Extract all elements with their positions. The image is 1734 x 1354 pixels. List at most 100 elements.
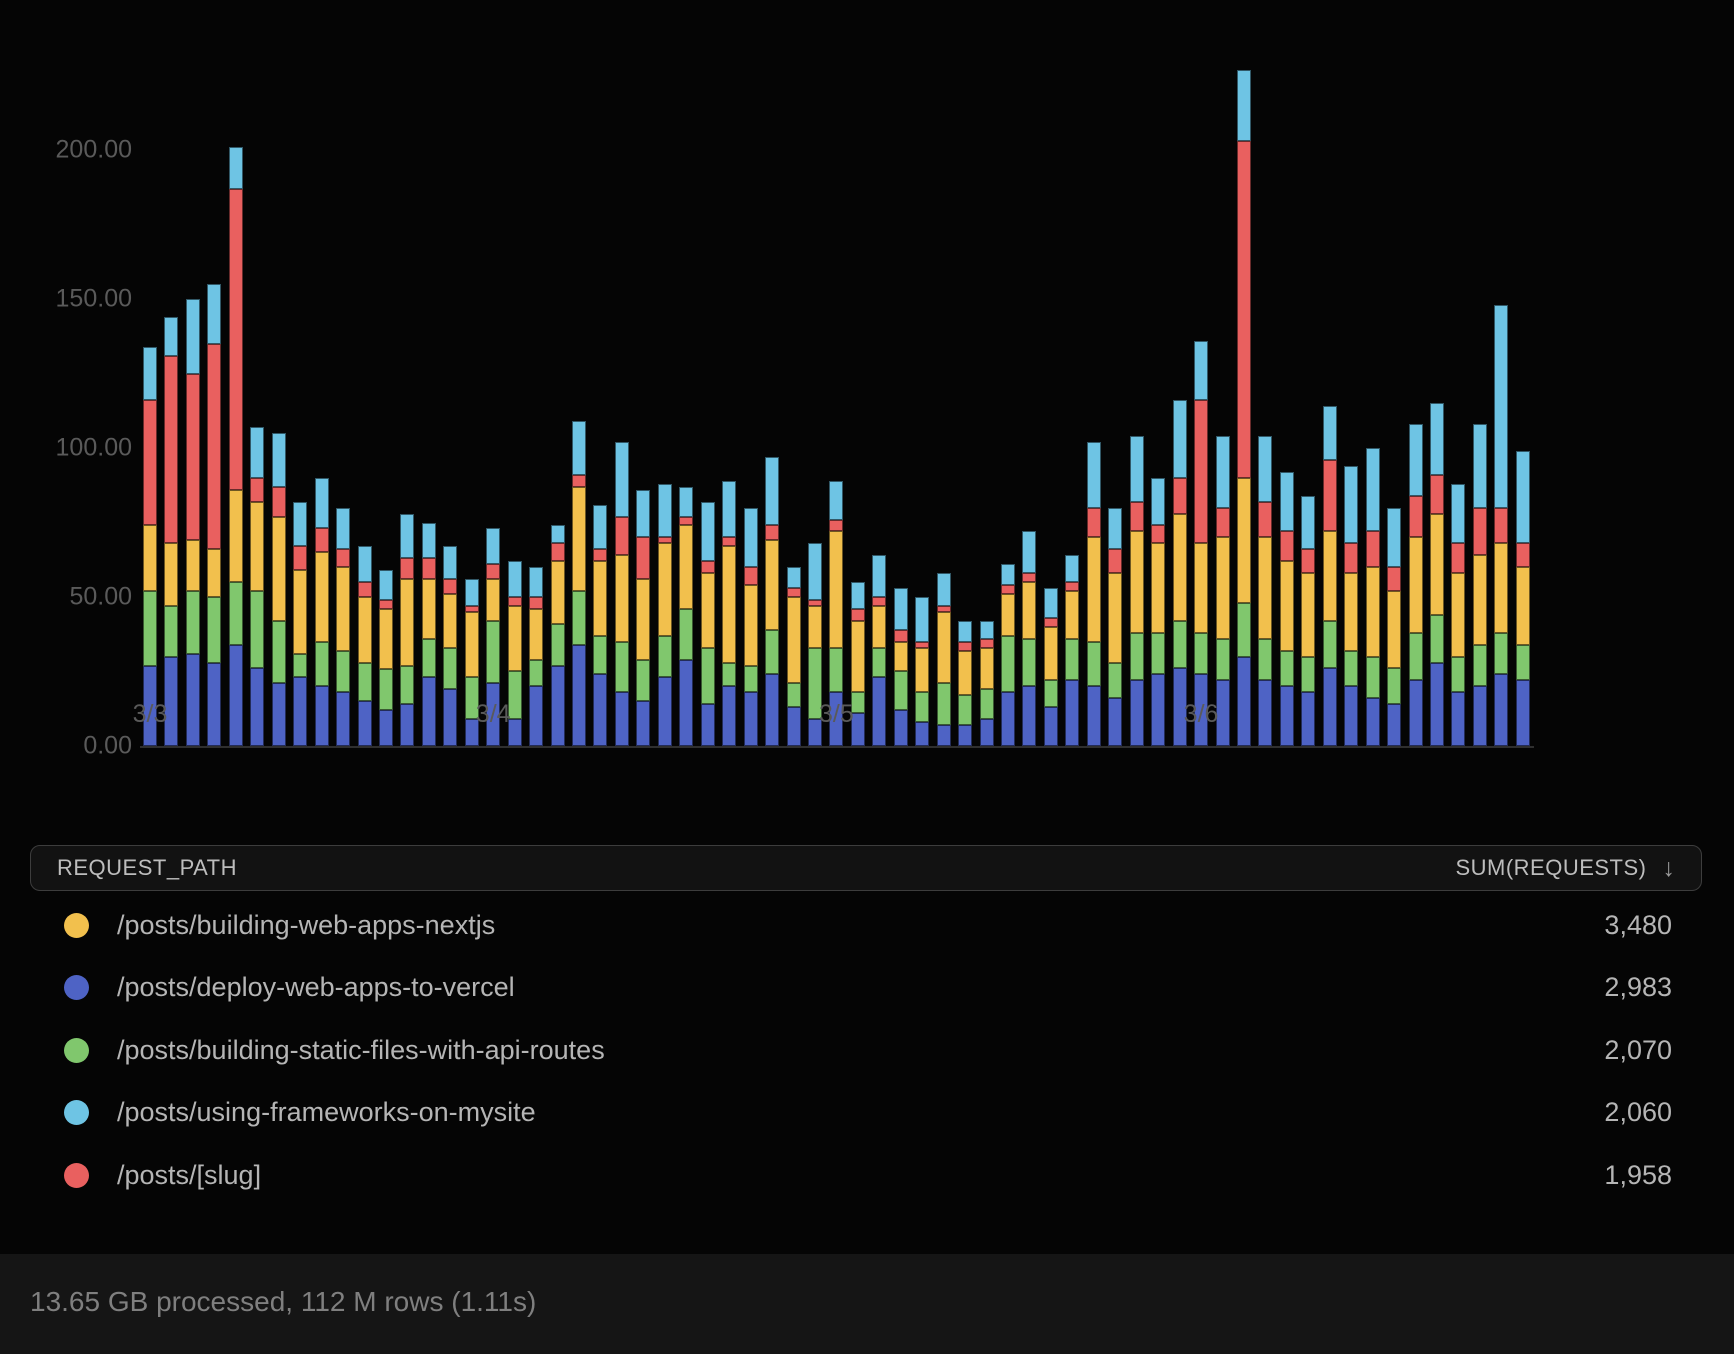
bar-segment[interactable] bbox=[314, 552, 329, 642]
bar-segment[interactable] bbox=[657, 635, 672, 678]
bar-segment[interactable] bbox=[1322, 406, 1337, 460]
bar-segment[interactable] bbox=[185, 591, 200, 654]
bar-segment[interactable] bbox=[1451, 483, 1466, 544]
bar-segment[interactable] bbox=[807, 599, 822, 606]
bar-segment[interactable] bbox=[1258, 537, 1273, 639]
stacked-bar[interactable] bbox=[421, 522, 436, 747]
bar-segment[interactable] bbox=[572, 591, 586, 645]
bar-segment[interactable] bbox=[1344, 650, 1359, 687]
bar-segment[interactable] bbox=[636, 537, 651, 580]
bar-segment[interactable] bbox=[722, 546, 737, 663]
bar-segment[interactable] bbox=[207, 284, 222, 344]
stacked-bar[interactable] bbox=[486, 528, 501, 746]
bar-segment[interactable] bbox=[1472, 424, 1487, 508]
bar-segment[interactable] bbox=[958, 641, 973, 651]
stacked-bar[interactable] bbox=[850, 582, 865, 746]
bar-segment[interactable] bbox=[722, 480, 737, 538]
bar-segment[interactable] bbox=[743, 692, 758, 746]
bar-segment[interactable] bbox=[507, 561, 522, 597]
bar-segment[interactable] bbox=[743, 665, 758, 693]
bar-segment[interactable] bbox=[1451, 573, 1466, 657]
bar-segment[interactable] bbox=[164, 605, 179, 657]
stacked-bar[interactable] bbox=[1408, 424, 1423, 746]
stacked-bar[interactable] bbox=[207, 284, 222, 746]
stacked-bar[interactable] bbox=[1279, 471, 1294, 746]
bar-segment[interactable] bbox=[786, 567, 801, 589]
bar-segment[interactable] bbox=[271, 486, 286, 517]
bar-segment[interactable] bbox=[207, 549, 222, 597]
bar-segment[interactable] bbox=[443, 689, 458, 746]
bar-segment[interactable] bbox=[314, 528, 329, 553]
bar-segment[interactable] bbox=[979, 638, 994, 648]
bar-segment[interactable] bbox=[1022, 638, 1037, 687]
bar-segment[interactable] bbox=[271, 516, 286, 621]
bar-segment[interactable] bbox=[143, 400, 157, 526]
bar-segment[interactable] bbox=[271, 683, 286, 746]
bar-segment[interactable] bbox=[400, 513, 415, 559]
bar-segment[interactable] bbox=[979, 647, 994, 690]
bar-segment[interactable] bbox=[164, 656, 179, 746]
bar-segment[interactable] bbox=[271, 433, 286, 487]
stacked-bar[interactable] bbox=[143, 346, 157, 746]
bar-segment[interactable] bbox=[293, 677, 308, 746]
bar-segment[interactable] bbox=[1365, 531, 1380, 568]
bar-segment[interactable] bbox=[314, 641, 329, 687]
bar-segment[interactable] bbox=[1086, 686, 1101, 746]
bar-segment[interactable] bbox=[1387, 704, 1402, 746]
bar-segment[interactable] bbox=[593, 549, 608, 562]
bar-segment[interactable] bbox=[143, 525, 157, 591]
bar-segment[interactable] bbox=[464, 677, 479, 720]
bar-segment[interactable] bbox=[1129, 680, 1144, 746]
bar-segment[interactable] bbox=[915, 597, 930, 642]
bar-segment[interactable] bbox=[1494, 674, 1509, 746]
bar-segment[interactable] bbox=[1043, 617, 1058, 627]
bar-segment[interactable] bbox=[464, 605, 479, 612]
stacked-bar[interactable] bbox=[1194, 340, 1209, 746]
bar-segment[interactable] bbox=[893, 671, 908, 711]
bar-segment[interactable] bbox=[228, 147, 243, 189]
stacked-bar[interactable] bbox=[1172, 400, 1187, 746]
bar-segment[interactable] bbox=[1494, 507, 1509, 544]
sort-by-sum-button[interactable]: SUM(REQUESTS) ↓ bbox=[1455, 855, 1675, 881]
bar-segment[interactable] bbox=[679, 516, 694, 526]
bar-segment[interactable] bbox=[700, 561, 715, 574]
bar-segment[interactable] bbox=[1430, 513, 1444, 615]
bar-segment[interactable] bbox=[915, 641, 930, 648]
stacked-bar[interactable] bbox=[529, 567, 544, 746]
bar-segment[interactable] bbox=[378, 668, 393, 711]
bar-segment[interactable] bbox=[1515, 450, 1530, 544]
bar-segment[interactable] bbox=[829, 519, 844, 532]
stacked-bar[interactable] bbox=[314, 477, 329, 746]
stacked-bar[interactable] bbox=[1043, 588, 1058, 746]
stacked-bar[interactable] bbox=[250, 427, 265, 746]
bar-segment[interactable] bbox=[765, 456, 780, 526]
bar-segment[interactable] bbox=[893, 588, 908, 630]
bar-segment[interactable] bbox=[486, 564, 501, 580]
stacked-bar[interactable] bbox=[936, 573, 951, 746]
bar-segment[interactable] bbox=[1151, 525, 1166, 544]
bar-segment[interactable] bbox=[143, 591, 157, 666]
bar-segment[interactable] bbox=[529, 659, 544, 687]
bar-segment[interactable] bbox=[207, 662, 222, 746]
bar-segment[interactable] bbox=[872, 555, 887, 597]
bar-segment[interactable] bbox=[1258, 638, 1273, 681]
stacked-bar[interactable] bbox=[1129, 436, 1144, 746]
bar-segment[interactable] bbox=[1236, 656, 1251, 746]
bar-segment[interactable] bbox=[1108, 662, 1123, 699]
bar-segment[interactable] bbox=[443, 546, 458, 580]
bar-segment[interactable] bbox=[1022, 686, 1037, 746]
stacked-bar[interactable] bbox=[1451, 483, 1466, 746]
bar-segment[interactable] bbox=[486, 620, 501, 684]
stacked-bar[interactable] bbox=[743, 507, 758, 746]
stacked-bar[interactable] bbox=[657, 483, 672, 746]
stacked-bar[interactable] bbox=[550, 525, 565, 746]
path-row[interactable]: /posts/building-static-files-with-api-ro… bbox=[30, 1025, 1702, 1075]
bar-segment[interactable] bbox=[1258, 680, 1273, 746]
bar-segment[interactable] bbox=[1472, 644, 1487, 687]
bar-segment[interactable] bbox=[593, 635, 608, 675]
bar-segment[interactable] bbox=[550, 665, 565, 746]
bar-segment[interactable] bbox=[1494, 304, 1509, 508]
bar-segment[interactable] bbox=[1172, 513, 1187, 621]
bar-segment[interactable] bbox=[850, 620, 865, 693]
bar-segment[interactable] bbox=[915, 692, 930, 723]
